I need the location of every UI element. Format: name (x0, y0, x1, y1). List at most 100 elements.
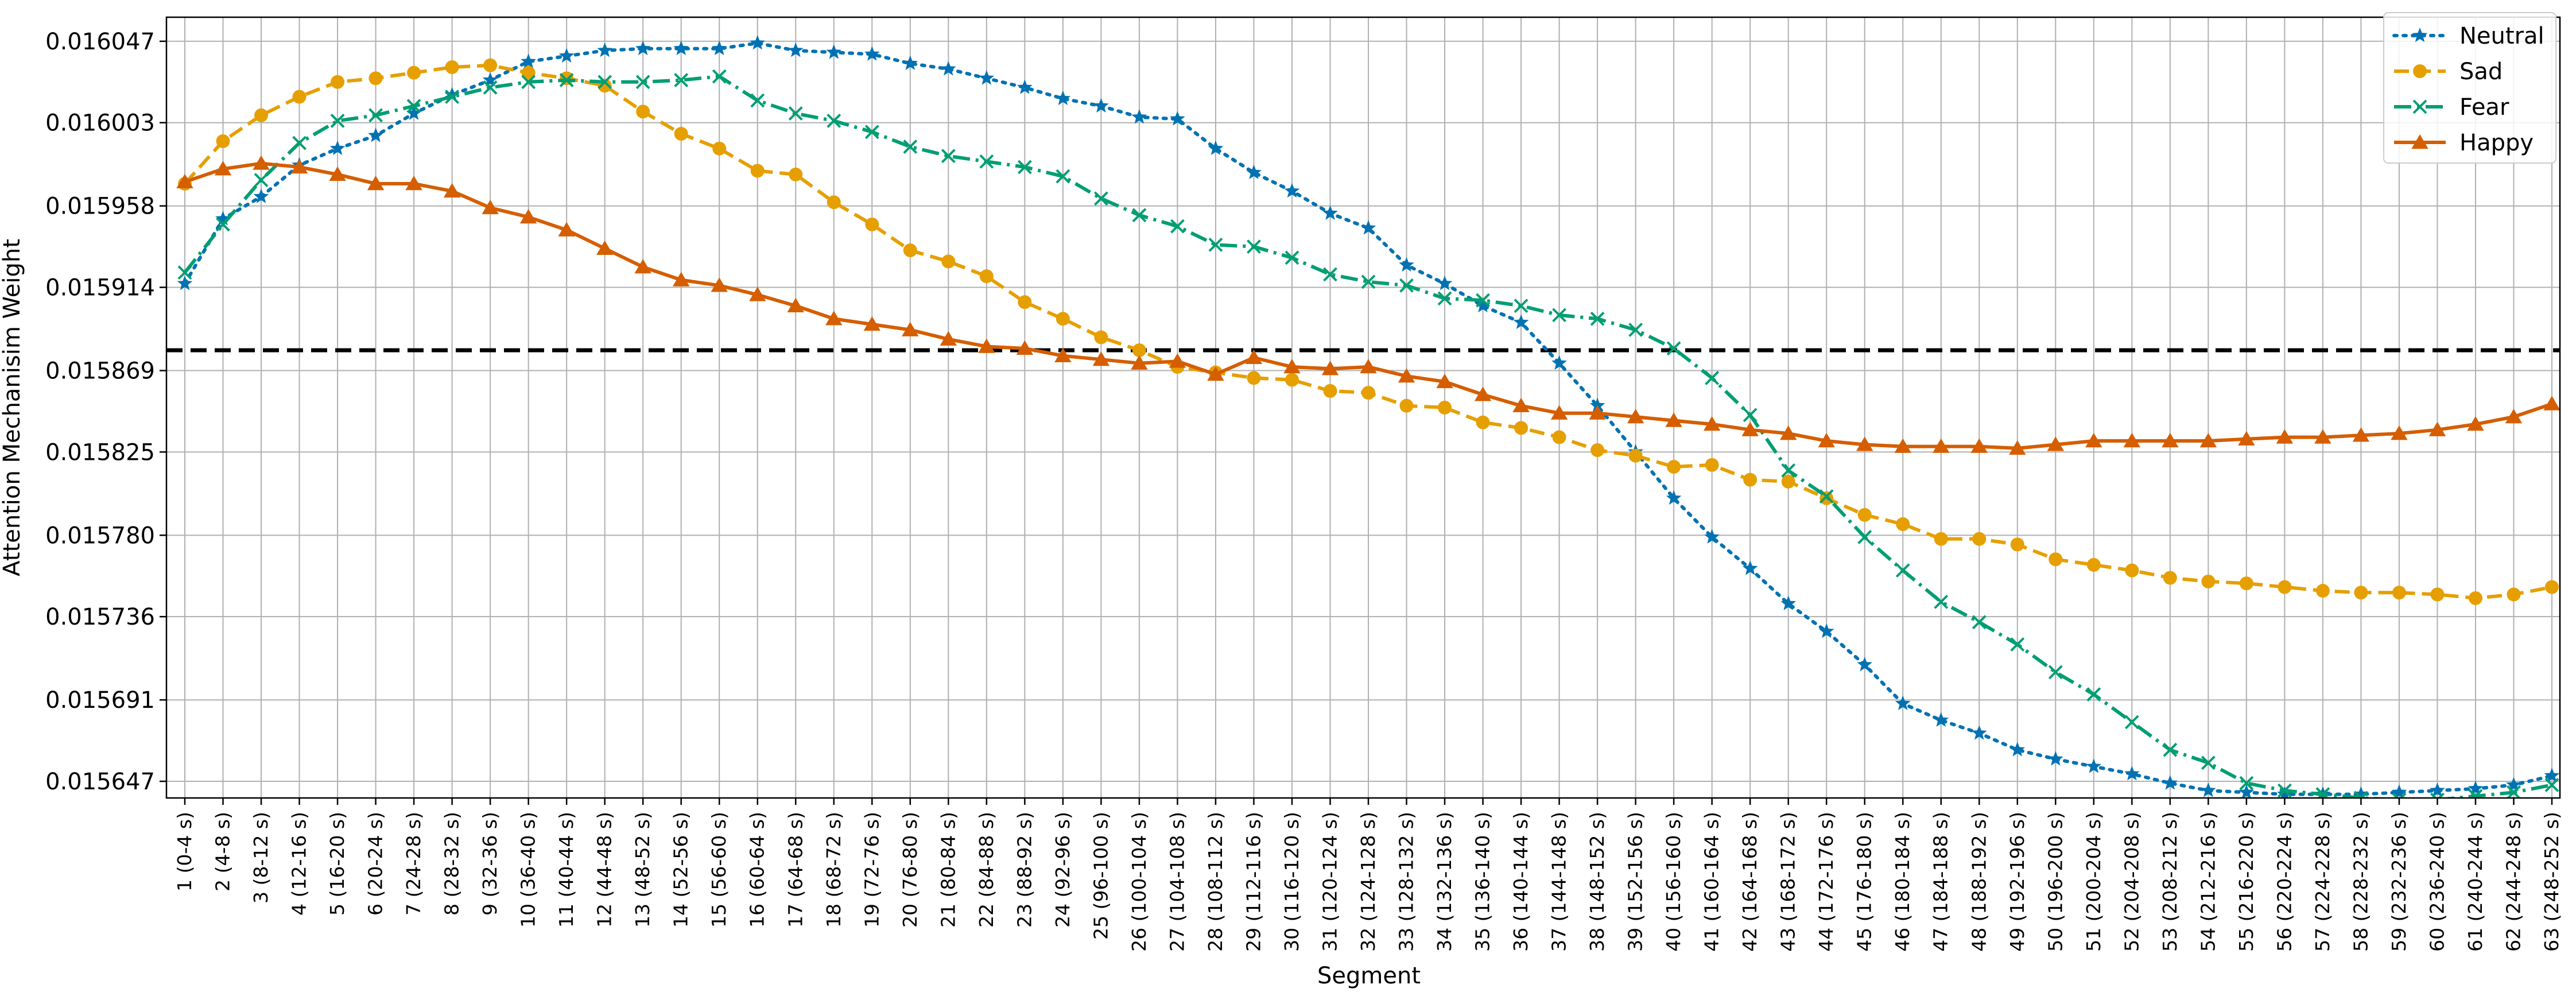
data-point-happy (2123, 433, 2141, 448)
data-point-fear (1170, 219, 1185, 234)
data-point-happy (863, 316, 880, 331)
data-point-fear (1017, 160, 1032, 175)
data-point-fear (941, 149, 956, 164)
data-point-happy (749, 286, 766, 301)
x-tick-label: 42 (164-168 s) (1739, 812, 1761, 952)
data-point-fear (292, 135, 307, 150)
data-point-happy (214, 161, 232, 176)
y-tick-label: 0.016003 (45, 110, 155, 137)
data-point-neutral (1742, 560, 1758, 575)
x-tick-label: 59 (232-236 s) (2388, 812, 2410, 952)
x-tick-label: 30 (116-120 s) (1281, 812, 1303, 952)
x-tick-label: 48 (188-192 s) (1968, 812, 1990, 952)
data-point-happy (2047, 436, 2064, 451)
data-point-sad (674, 127, 688, 141)
data-point-sad (1323, 383, 1337, 398)
data-point-sad (1781, 474, 1795, 489)
data-point-fear (2201, 755, 2216, 770)
x-tick-label: 10 (36-40 s) (517, 812, 540, 928)
x-tick-label: 47 (184-188 s) (1930, 812, 1952, 952)
data-point-fear (1552, 308, 1566, 323)
data-point-happy (1970, 438, 1988, 453)
data-point-sad (1590, 443, 1605, 458)
data-point-happy (2352, 427, 2370, 442)
data-point-happy (367, 176, 385, 191)
data-point-neutral (2468, 780, 2484, 796)
data-point-happy (1550, 405, 1568, 420)
x-tick-label: 18 (68-72 s) (823, 812, 845, 928)
data-point-neutral (1246, 164, 1262, 179)
data-point-fear (1857, 530, 1872, 545)
data-point-happy (1360, 359, 1377, 374)
data-point-fear (788, 106, 803, 121)
data-point-neutral (2009, 742, 2026, 757)
data-point-neutral (1818, 623, 1834, 638)
data-point-neutral (1475, 297, 1491, 313)
data-point-happy (1627, 409, 1644, 424)
data-point-happy (673, 272, 690, 286)
data-point-happy (2543, 396, 2560, 410)
y-tick-label: 0.016047 (45, 29, 155, 55)
data-point-happy (1321, 361, 1339, 375)
data-point-neutral (2201, 782, 2216, 797)
x-tick-label: 4 (12-16 s) (288, 812, 311, 916)
data-point-happy (978, 338, 995, 353)
data-point-neutral (444, 87, 460, 102)
data-point-neutral (1055, 90, 1071, 106)
data-point-neutral (941, 61, 956, 76)
data-point-fear (750, 93, 765, 108)
data-point-fear (1437, 291, 1452, 306)
x-tick-label: 19 (72-76 s) (860, 812, 883, 928)
data-point-happy (329, 166, 346, 181)
data-point-happy (1818, 433, 1835, 448)
data-point-happy (1398, 368, 1415, 383)
data-point-sad (2278, 580, 2292, 594)
data-point-neutral (1360, 220, 1376, 235)
data-point-fear (2544, 778, 2559, 792)
data-point-neutral (787, 42, 804, 57)
data-point-neutral (1017, 79, 1033, 94)
data-point-sad (827, 195, 841, 210)
data-point-sad (1628, 448, 1643, 463)
data-point-happy (787, 297, 804, 312)
data-point-fear (1361, 274, 1376, 289)
x-tick-label: 38 (148-152 s) (1586, 812, 1608, 952)
data-point-happy (443, 183, 461, 198)
plot-frame (165, 16, 2561, 799)
x-tick-label: 9 (32-36 s) (479, 812, 501, 916)
data-point-neutral (1513, 314, 1529, 330)
x-tick-label: 28 (108-112 s) (1204, 812, 1227, 952)
data-point-happy (2085, 433, 2102, 448)
data-point-neutral (1131, 109, 1147, 124)
data-point-fear (1056, 169, 1070, 184)
data-point-fear (903, 140, 918, 154)
data-point-fear (1514, 299, 1528, 313)
data-point-sad (2468, 591, 2482, 605)
x-tick-label: 62 (244-248 s) (2502, 812, 2524, 952)
data-point-fear (1781, 463, 1796, 478)
x-tick-label: 12 (44-48 s) (593, 812, 616, 928)
x-tick-label: 63 (248-252 s) (2540, 812, 2563, 952)
data-point-happy (1207, 366, 1224, 381)
data-point-fear (559, 73, 574, 87)
data-point-sad (560, 71, 574, 86)
data-point-sad (1972, 532, 1987, 546)
data-point-neutral (1589, 397, 1605, 413)
legend: Neutral Sad Fear Happy (2383, 12, 2556, 164)
data-point-fear (827, 114, 841, 128)
data-point-happy (2162, 433, 2179, 448)
data-point-neutral (1704, 529, 1720, 544)
x-tick-label: 8 (28-32 s) (441, 812, 463, 916)
data-point-sad (2315, 584, 2330, 598)
data-point-sad (2010, 537, 2024, 552)
x-tick-label: 20 (76-80 s) (899, 812, 921, 928)
x-tick-label: 14 (52-56 s) (670, 812, 692, 928)
data-point-fear (1247, 239, 1261, 254)
data-point-sad (1896, 517, 1910, 532)
x-tick-label: 29 (112-116 s) (1242, 812, 1264, 952)
data-point-neutral (1093, 98, 1109, 113)
data-point-neutral (482, 72, 498, 87)
data-point-neutral (2506, 777, 2521, 792)
data-point-happy (1436, 373, 1453, 389)
legend-entry-happy: Happy (2394, 130, 2534, 156)
